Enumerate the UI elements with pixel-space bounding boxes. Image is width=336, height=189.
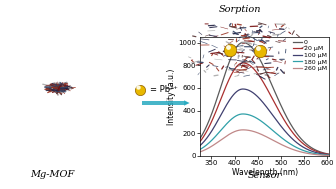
100 μM — [330, 154, 334, 156]
20 μM — [310, 149, 314, 151]
Line: 20 μM: 20 μM — [193, 63, 332, 155]
0 — [280, 105, 284, 108]
100 μM — [200, 143, 204, 145]
180 μM — [280, 136, 284, 139]
Point — [225, 45, 230, 48]
20 μM — [241, 62, 245, 64]
FancyArrow shape — [142, 101, 185, 105]
0 — [271, 88, 276, 90]
Point — [255, 46, 261, 49]
180 μM — [275, 133, 279, 135]
0 — [200, 135, 204, 137]
260 μM — [241, 129, 245, 131]
260 μM — [191, 153, 195, 155]
180 μM — [271, 130, 276, 132]
Point — [136, 85, 141, 88]
100 μM — [271, 115, 276, 118]
20 μM — [191, 147, 195, 150]
Text: Mg-MOF: Mg-MOF — [30, 170, 74, 179]
100 μM — [191, 149, 195, 152]
Text: Sensor: Sensor — [247, 171, 282, 180]
260 μM — [200, 150, 204, 153]
260 μM — [275, 141, 279, 144]
0 — [191, 146, 195, 148]
X-axis label: Wavelength (nm): Wavelength (nm) — [232, 168, 298, 177]
Point — [227, 49, 233, 52]
260 μM — [296, 150, 300, 152]
100 μM — [310, 150, 314, 153]
180 μM — [296, 147, 300, 149]
Legend: 0, 20 μM, 100 μM, 180 μM, 260 μM: 0, 20 μM, 100 μM, 180 μM, 260 μM — [292, 39, 327, 72]
0 — [330, 153, 334, 156]
20 μM — [280, 114, 284, 116]
180 μM — [191, 151, 195, 154]
Line: 0: 0 — [193, 43, 332, 155]
Y-axis label: Intensity (a.u.): Intensity (a.u.) — [167, 68, 176, 125]
100 μM — [241, 88, 245, 90]
Line: 260 μM: 260 μM — [193, 130, 332, 156]
260 μM — [271, 139, 276, 142]
180 μM — [200, 147, 204, 150]
20 μM — [296, 138, 300, 140]
260 μM — [310, 153, 314, 155]
180 μM — [330, 154, 334, 156]
100 μM — [296, 143, 300, 145]
180 μM — [241, 113, 245, 115]
Text: = Pb²⁺: = Pb²⁺ — [150, 85, 177, 94]
Line: 180 μM: 180 μM — [193, 114, 332, 155]
Point — [258, 50, 263, 53]
0 — [275, 96, 279, 98]
0 — [310, 147, 314, 149]
260 μM — [280, 143, 284, 146]
20 μM — [271, 100, 276, 102]
20 μM — [275, 107, 279, 109]
Line: 100 μM: 100 μM — [193, 89, 332, 155]
0 — [241, 41, 245, 44]
100 μM — [280, 126, 284, 128]
260 μM — [330, 154, 334, 157]
180 μM — [310, 152, 314, 154]
100 μM — [275, 120, 279, 122]
20 μM — [200, 139, 204, 141]
Text: Sorption: Sorption — [219, 5, 261, 14]
20 μM — [330, 154, 334, 156]
Point — [138, 88, 143, 91]
0 — [296, 134, 300, 137]
